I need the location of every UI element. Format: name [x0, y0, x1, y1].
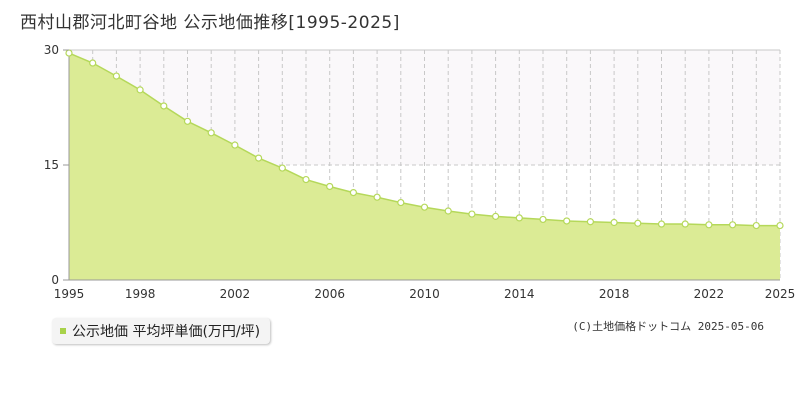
data-point	[468, 210, 476, 218]
legend: 公示地価 平均坪単価(万円/坪)	[52, 318, 271, 344]
data-point	[728, 221, 737, 229]
data-point	[207, 129, 215, 137]
data-point	[136, 86, 144, 94]
x-tick-label: 2002	[220, 287, 251, 300]
data-point	[657, 220, 666, 228]
data-point	[420, 203, 429, 211]
data-point	[515, 214, 523, 222]
data-point	[349, 189, 357, 197]
data-point	[160, 102, 168, 110]
data-point	[586, 218, 595, 226]
data-point	[231, 141, 239, 149]
x-tick-label: 2022	[694, 287, 725, 300]
x-tick-labels: 1995 1998 2002 2006 2010 2014 2018 2022 2025	[54, 287, 796, 300]
x-tick-label: 2025	[765, 287, 796, 300]
data-point	[563, 217, 571, 225]
y-tick-labels: 0 15 30	[44, 43, 69, 287]
price-area	[69, 53, 780, 280]
x-tick-label: 2006	[314, 287, 345, 300]
data-point	[183, 117, 192, 125]
data-point	[65, 49, 73, 57]
x-tick-label: 2018	[599, 287, 630, 300]
data-point	[278, 164, 286, 172]
y-tick-label: 0	[51, 273, 59, 287]
data-point	[112, 72, 121, 80]
data-point	[610, 218, 618, 227]
legend-marker	[60, 328, 66, 334]
data-point	[705, 221, 713, 229]
y-tick-label: 30	[44, 43, 59, 57]
data-point	[326, 182, 334, 191]
data-point	[444, 207, 452, 215]
data-point	[302, 175, 310, 184]
x-tick-label: 2010	[409, 287, 440, 300]
y-tick-label: 15	[44, 158, 59, 172]
horizontal-grid	[69, 49, 780, 166]
data-point	[634, 219, 642, 227]
chart-title: 西村山郡河北町谷地 公示地価推移[1995-2025]	[20, 13, 400, 33]
x-tick-label: 2014	[504, 287, 535, 300]
data-point	[776, 221, 784, 230]
data-point	[89, 59, 97, 67]
data-point	[492, 212, 500, 220]
legend-label: 公示地価 平均坪単価(万円/坪)	[72, 324, 261, 340]
copyright: (C)土地価格ドットコム 2025-05-06	[572, 320, 764, 333]
data-point	[397, 198, 405, 207]
data-point	[373, 193, 381, 201]
x-tick-label: 1998	[125, 287, 156, 300]
data-point	[681, 220, 689, 228]
data-point	[539, 215, 547, 224]
x-tick-label: 1995	[54, 287, 85, 300]
data-point	[752, 221, 760, 230]
data-point	[255, 154, 263, 162]
land-price-chart: 0 15 30 1995 1998 2002 2006 2010 2014 2018 2022 20…	[44, 43, 796, 300]
data-points	[65, 49, 784, 230]
